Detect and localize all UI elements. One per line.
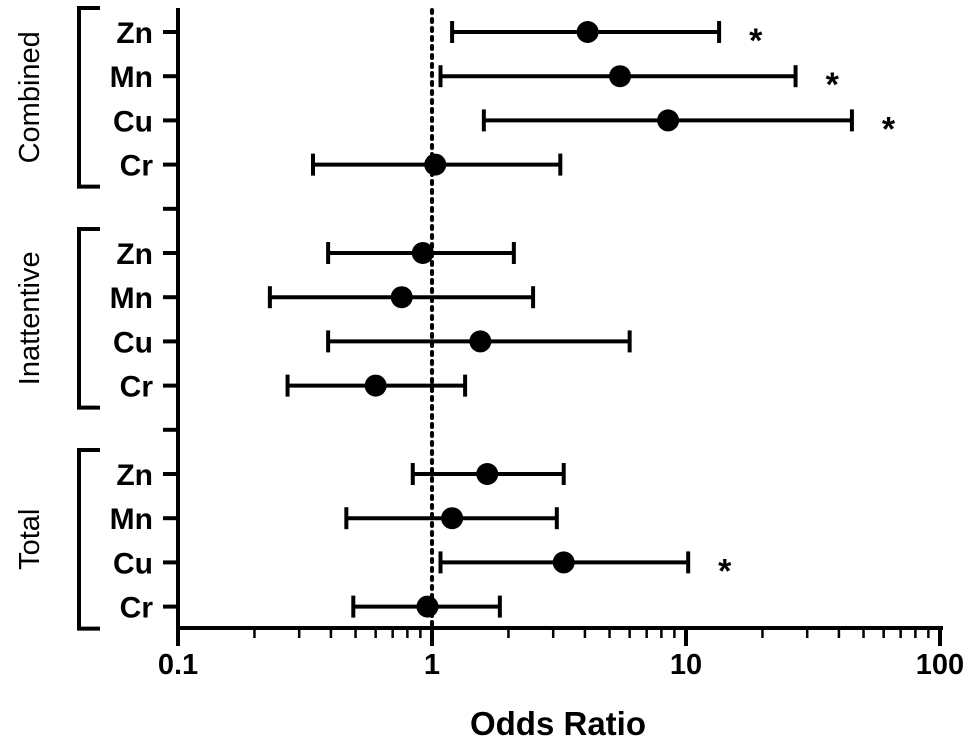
row-label: Cu [113,105,153,138]
point-estimates [364,21,680,618]
group-labels: Combined Inattentive Total [14,31,46,570]
group-brackets [77,6,100,631]
point-estimate [416,595,439,618]
row-labels: Zn Mn Cu Cr Zn Mn Cu Cr Zn Mn Cu Cr [110,17,154,625]
point-estimate [469,330,492,353]
point-estimate [657,109,680,132]
row-label: Cr [120,592,154,625]
x-tick-marks [176,628,942,646]
significance-star: * [826,66,840,104]
x-tick-labels: 0.1 1 10 100 [158,649,964,681]
point-estimate [411,242,434,264]
x-tick-label: 100 [916,649,964,681]
row-label: Cu [113,326,153,359]
y-tick-marks [163,30,178,609]
group-label: Inattentive [14,251,46,385]
row-label: Mn [110,282,153,315]
point-estimate [424,153,447,176]
significance-marks: * * * * [718,22,896,590]
row-label: Mn [110,503,153,536]
x-tick-label: 0.1 [158,649,198,681]
row-label: Cr [120,150,154,183]
point-estimate [476,463,499,485]
point-estimate [390,286,413,309]
group-bracket [77,227,100,410]
significance-star: * [882,110,896,148]
point-estimate [364,374,387,397]
row-label: Zn [116,238,153,271]
significance-star: * [749,22,763,60]
group-label: Combined [14,31,46,163]
point-estimate [441,507,464,530]
point-estimate [576,21,599,43]
x-axis-label: Odds Ratio [470,705,646,742]
point-estimate [609,65,632,88]
group-bracket [77,6,100,189]
group-label: Total [14,509,46,570]
group-bracket [77,448,100,631]
row-label: Zn [116,17,153,50]
row-label: Cr [120,371,154,404]
point-estimate [552,551,575,574]
row-label: Zn [116,459,153,492]
significance-star: * [718,552,732,590]
row-label: Mn [110,61,153,94]
error-bars [267,21,854,618]
x-tick-label: 10 [670,649,702,681]
row-label: Cu [113,547,153,580]
x-tick-label: 1 [424,649,440,681]
